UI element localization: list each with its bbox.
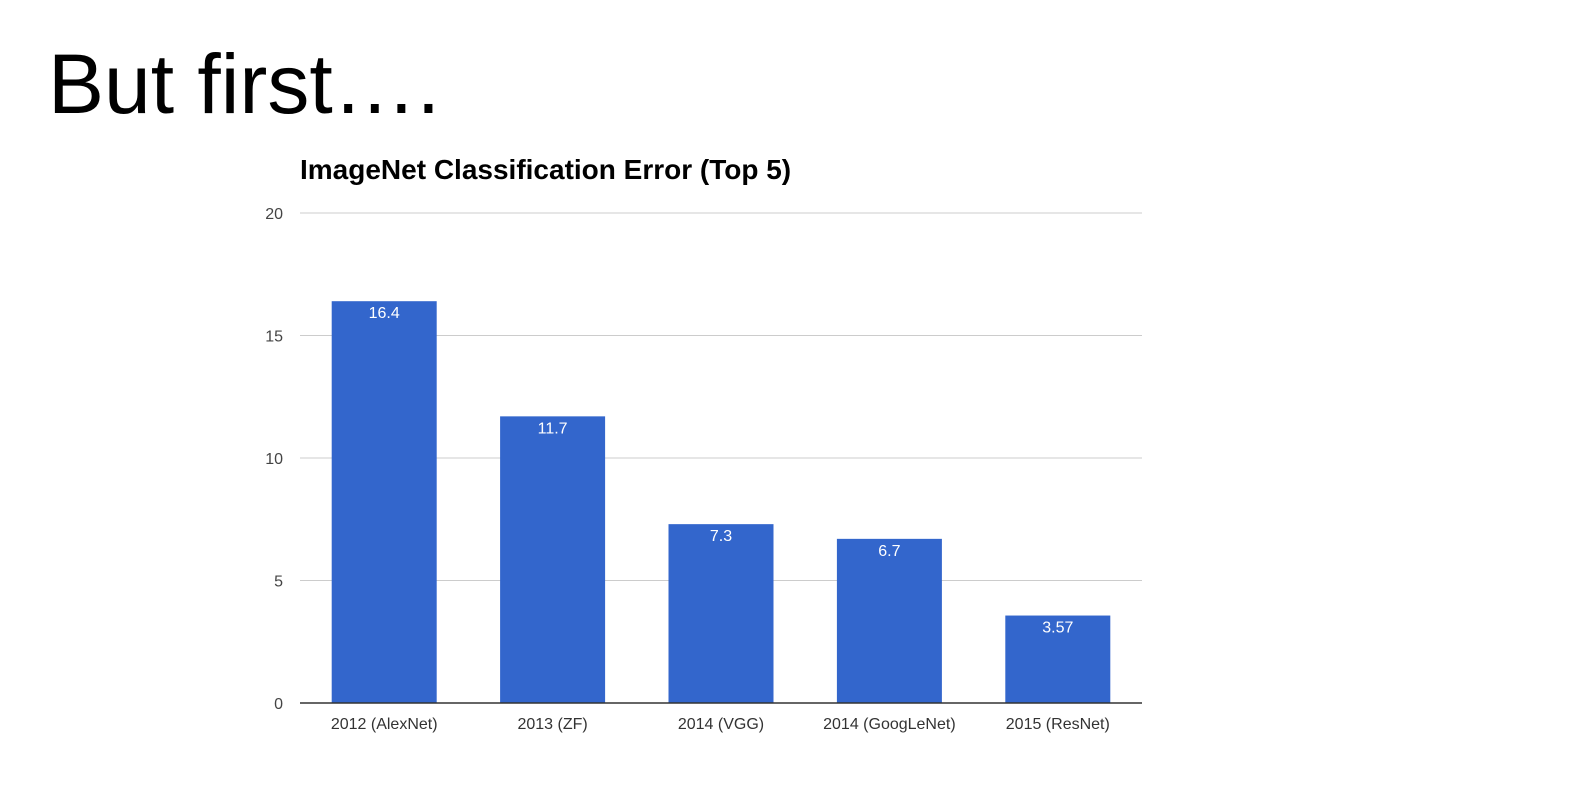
y-tick-label: 0 (274, 696, 283, 713)
gridlines (300, 212, 1142, 581)
y-tick-label: 15 (265, 329, 283, 346)
bar-value-label: 11.7 (538, 420, 568, 437)
bar (500, 416, 606, 703)
chart-title: ImageNet Classification Error (Top 5) (300, 154, 791, 185)
bar-value-label: 16.4 (369, 305, 400, 322)
x-tick-label: 2014 (GoogLeNet) (823, 716, 956, 733)
bars (331, 301, 1111, 703)
bar-value-label: 7.3 (710, 528, 732, 545)
x-tick-label: 2015 (ResNet) (1006, 716, 1110, 733)
y-tick-label: 5 (274, 574, 283, 591)
data-labels: 16.4 11.7 7.3 6.7 3.57 (369, 305, 1074, 636)
bar (836, 538, 942, 703)
x-tick-label: 2012 (AlexNet) (331, 716, 438, 733)
bar-value-label: 3.57 (1042, 620, 1073, 637)
bar-value-label: 6.7 (878, 543, 900, 560)
x-tick-label: 2014 (VGG) (678, 716, 764, 733)
bar (668, 524, 774, 703)
x-axis-ticks: 2012 (AlexNet) 2013 (ZF) 2014 (VGG) 2014 (G… (331, 716, 1110, 733)
x-tick-label: 2013 (ZF) (517, 716, 587, 733)
bar (331, 301, 437, 703)
bar (1005, 615, 1111, 703)
y-axis-ticks: 0 5 10 15 20 (265, 206, 283, 713)
slide-title: But first…. (48, 37, 441, 131)
y-tick-label: 10 (265, 451, 283, 468)
y-tick-label: 20 (265, 206, 283, 223)
